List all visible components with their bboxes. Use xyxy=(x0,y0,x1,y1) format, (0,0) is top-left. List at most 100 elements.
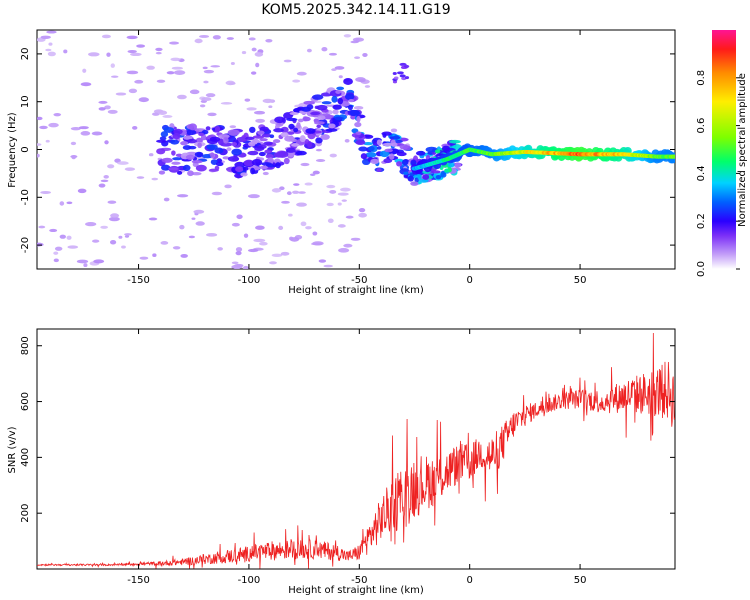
spectrogram-blob xyxy=(229,125,237,129)
spectrogram-blobs xyxy=(37,30,675,269)
spectrogram-blob xyxy=(151,177,159,181)
spectrogram-blob xyxy=(37,116,43,121)
spectrogram-blob xyxy=(271,253,283,258)
spectrogram-blob xyxy=(291,143,300,147)
spectrogram-blob xyxy=(396,161,403,167)
spectrogram-blob xyxy=(263,141,273,146)
spectrogram-blob xyxy=(157,110,168,115)
spectrogram-y-tick-label: 0 xyxy=(20,146,31,152)
spectrogram-blob xyxy=(344,93,355,101)
spectrogram-blob xyxy=(249,126,256,133)
spectrogram-blob xyxy=(100,225,108,229)
spectrogram-blob xyxy=(201,97,212,102)
spectrogram-blob xyxy=(328,52,338,56)
spectrogram-blob xyxy=(82,68,87,73)
spectrogram-blob xyxy=(250,167,256,175)
spectrogram-blob xyxy=(171,66,184,70)
spectrogram-blob xyxy=(124,167,136,171)
spectrogram-blob xyxy=(199,34,210,38)
spectrogram-blob xyxy=(231,264,243,269)
spectrogram-blob xyxy=(226,37,234,40)
spectrogram-blob xyxy=(362,52,368,57)
spectrogram-blob xyxy=(325,128,338,132)
spectrogram-blob xyxy=(171,161,181,165)
spectrogram-blob xyxy=(391,142,398,147)
spectrogram-blob xyxy=(281,200,290,204)
spectrogram-blob xyxy=(83,263,88,268)
spectrogram-blob xyxy=(341,199,347,202)
spectrogram-blob xyxy=(397,71,404,75)
spectrogram-blob xyxy=(98,183,106,188)
spectrogram-blob xyxy=(305,128,316,134)
spectrogram-blob xyxy=(336,86,345,91)
spectrogram-blob xyxy=(49,228,58,233)
spectrogram-blob xyxy=(348,99,355,103)
spectrogram-blob xyxy=(440,172,447,178)
spectrogram-blob xyxy=(278,225,284,231)
spectrogram-blob xyxy=(195,221,205,226)
spectrogram-blob xyxy=(214,125,221,133)
spectrogram-blob xyxy=(289,112,299,116)
spectrogram-blob xyxy=(454,162,462,168)
spectrogram-blob xyxy=(134,79,144,84)
spectrogram-blob xyxy=(107,109,118,114)
spectrogram-blob xyxy=(292,190,300,194)
colorbar-tick-label: 0.8 xyxy=(696,70,707,86)
spectrogram-blob xyxy=(354,56,361,59)
spectrogram-blob xyxy=(244,98,251,102)
figure-title: KOM5.2025.342.14.11.G19 xyxy=(261,2,450,18)
colorbar-tick-label: 0.0 xyxy=(696,261,707,277)
colorbar-tick-label: 0.4 xyxy=(696,165,707,181)
spectrogram-blob xyxy=(425,146,438,153)
spectrogram-x-tick-label: -150 xyxy=(127,275,150,286)
spectrogram-blob xyxy=(358,207,366,213)
spectrogram-blob xyxy=(335,90,342,94)
colorbar-label: Normalized spectral amplitude xyxy=(737,73,748,227)
spectrogram-blob xyxy=(255,62,260,68)
spectrogram-blob xyxy=(197,142,202,149)
spectrogram-x-tick-label: 0 xyxy=(467,275,473,286)
spectrogram-blob xyxy=(118,235,123,239)
spectrogram-blob xyxy=(155,47,163,52)
spectrogram-blob xyxy=(382,133,387,138)
spectrogram-blob xyxy=(365,151,377,158)
spectrogram-blob xyxy=(227,129,240,136)
spectrogram-blob xyxy=(310,111,321,116)
spectrogram-blob xyxy=(159,136,167,141)
spectrogram-blob xyxy=(202,66,208,70)
spectrogram-blob xyxy=(255,118,266,123)
spectrogram-blob xyxy=(205,93,216,98)
spectrogram-blob xyxy=(417,174,422,180)
spectrogram-blob xyxy=(284,135,295,142)
spectrogram-blob xyxy=(261,133,272,138)
snr-frame xyxy=(36,328,676,570)
spectrogram-blob xyxy=(138,97,149,103)
spectrogram-blob xyxy=(37,153,40,158)
spectrogram-blob xyxy=(187,138,197,144)
spectrogram-blob xyxy=(296,202,307,207)
spectrogram-blob xyxy=(347,104,353,111)
spectrogram-blob xyxy=(306,48,312,53)
spectrogram-blob xyxy=(329,189,337,194)
spectrogram-blob xyxy=(193,209,205,214)
spectrogram-blob xyxy=(188,123,197,131)
spectrogram-blob xyxy=(37,143,42,146)
spectrogram-blob xyxy=(264,149,273,154)
spectrogram-blob xyxy=(124,233,132,236)
spectrogram-blob xyxy=(364,85,371,88)
spectrogram-blob xyxy=(45,48,52,52)
spectrogram-blob xyxy=(254,146,265,151)
spectrogram-blob xyxy=(392,71,397,75)
spectrogram-blob xyxy=(300,221,307,227)
spectrogram-blob xyxy=(191,171,202,176)
spectrogram-blob xyxy=(53,251,59,255)
spectrogram-blob xyxy=(226,147,232,151)
spectrogram-blob xyxy=(160,131,169,138)
spectrogram-blob xyxy=(161,157,173,163)
spectrogram-blob xyxy=(179,224,185,230)
spectrogram-blob xyxy=(48,42,53,46)
colorbar-tick-label: 0.2 xyxy=(696,213,707,229)
spectrogram-blob xyxy=(223,136,229,144)
snr-y-tick-label: 400 xyxy=(20,448,31,467)
